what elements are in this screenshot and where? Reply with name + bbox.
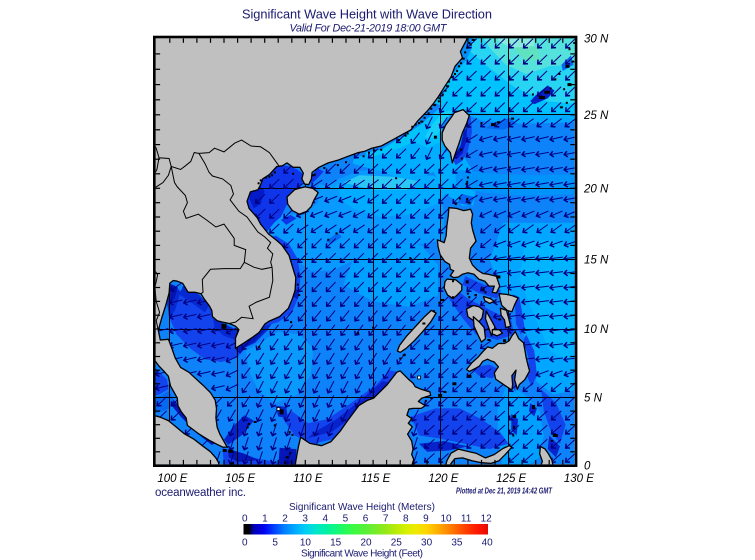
svg-text:110 E: 110 E <box>293 473 323 485</box>
svg-text:20: 20 <box>360 538 372 549</box>
svg-text:oceanweather inc.: oceanweather inc. <box>155 487 246 499</box>
svg-text:5: 5 <box>343 514 349 525</box>
svg-text:25: 25 <box>391 538 403 549</box>
svg-text:Plotted at Dec 21, 2019 14:42: Plotted at Dec 21, 2019 14:42 GMT <box>456 486 553 496</box>
svg-text:30: 30 <box>421 538 433 549</box>
svg-text:25 N: 25 N <box>583 110 609 122</box>
svg-text:5: 5 <box>272 538 278 549</box>
svg-text:1: 1 <box>262 514 268 525</box>
svg-text:6: 6 <box>363 514 369 525</box>
svg-text:0: 0 <box>242 514 248 525</box>
svg-text:9: 9 <box>423 514 429 525</box>
svg-text:20 N: 20 N <box>583 183 609 195</box>
svg-text:7: 7 <box>383 514 389 525</box>
svg-text:0: 0 <box>242 538 248 549</box>
svg-text:0: 0 <box>584 460 591 472</box>
svg-text:115 E: 115 E <box>361 473 391 485</box>
svg-text:40: 40 <box>482 538 494 549</box>
svg-text:5 N: 5 N <box>584 393 603 405</box>
svg-text:105 E: 105 E <box>225 473 255 485</box>
svg-text:120 E: 120 E <box>428 473 458 485</box>
svg-text:Valid For Dec-21-2019 18:00 GM: Valid For Dec-21-2019 18:00 GMT <box>290 23 448 35</box>
svg-text:130 E: 130 E <box>564 473 594 485</box>
svg-text:15 N: 15 N <box>584 255 609 267</box>
svg-text:8: 8 <box>403 514 409 525</box>
svg-text:Significant Wave Height (Meter: Significant Wave Height (Meters) <box>289 502 435 513</box>
svg-text:Significant Wave Height with W: Significant Wave Height with Wave Direct… <box>242 7 492 22</box>
svg-text:4: 4 <box>323 514 329 525</box>
svg-text:100 E: 100 E <box>157 473 187 485</box>
svg-text:30 N: 30 N <box>584 33 609 45</box>
svg-text:10: 10 <box>440 514 452 525</box>
svg-text:3: 3 <box>302 514 308 525</box>
svg-text:35: 35 <box>451 538 463 549</box>
svg-text:Significant Wave Height (Feet): Significant Wave Height (Feet) <box>301 549 423 560</box>
svg-text:11: 11 <box>461 514 472 525</box>
svg-text:10: 10 <box>300 538 312 549</box>
svg-text:125 E: 125 E <box>496 473 526 485</box>
svg-text:15: 15 <box>330 538 342 549</box>
svg-text:12: 12 <box>481 514 493 525</box>
svg-text:2: 2 <box>282 514 288 525</box>
svg-text:10 N: 10 N <box>584 324 609 336</box>
